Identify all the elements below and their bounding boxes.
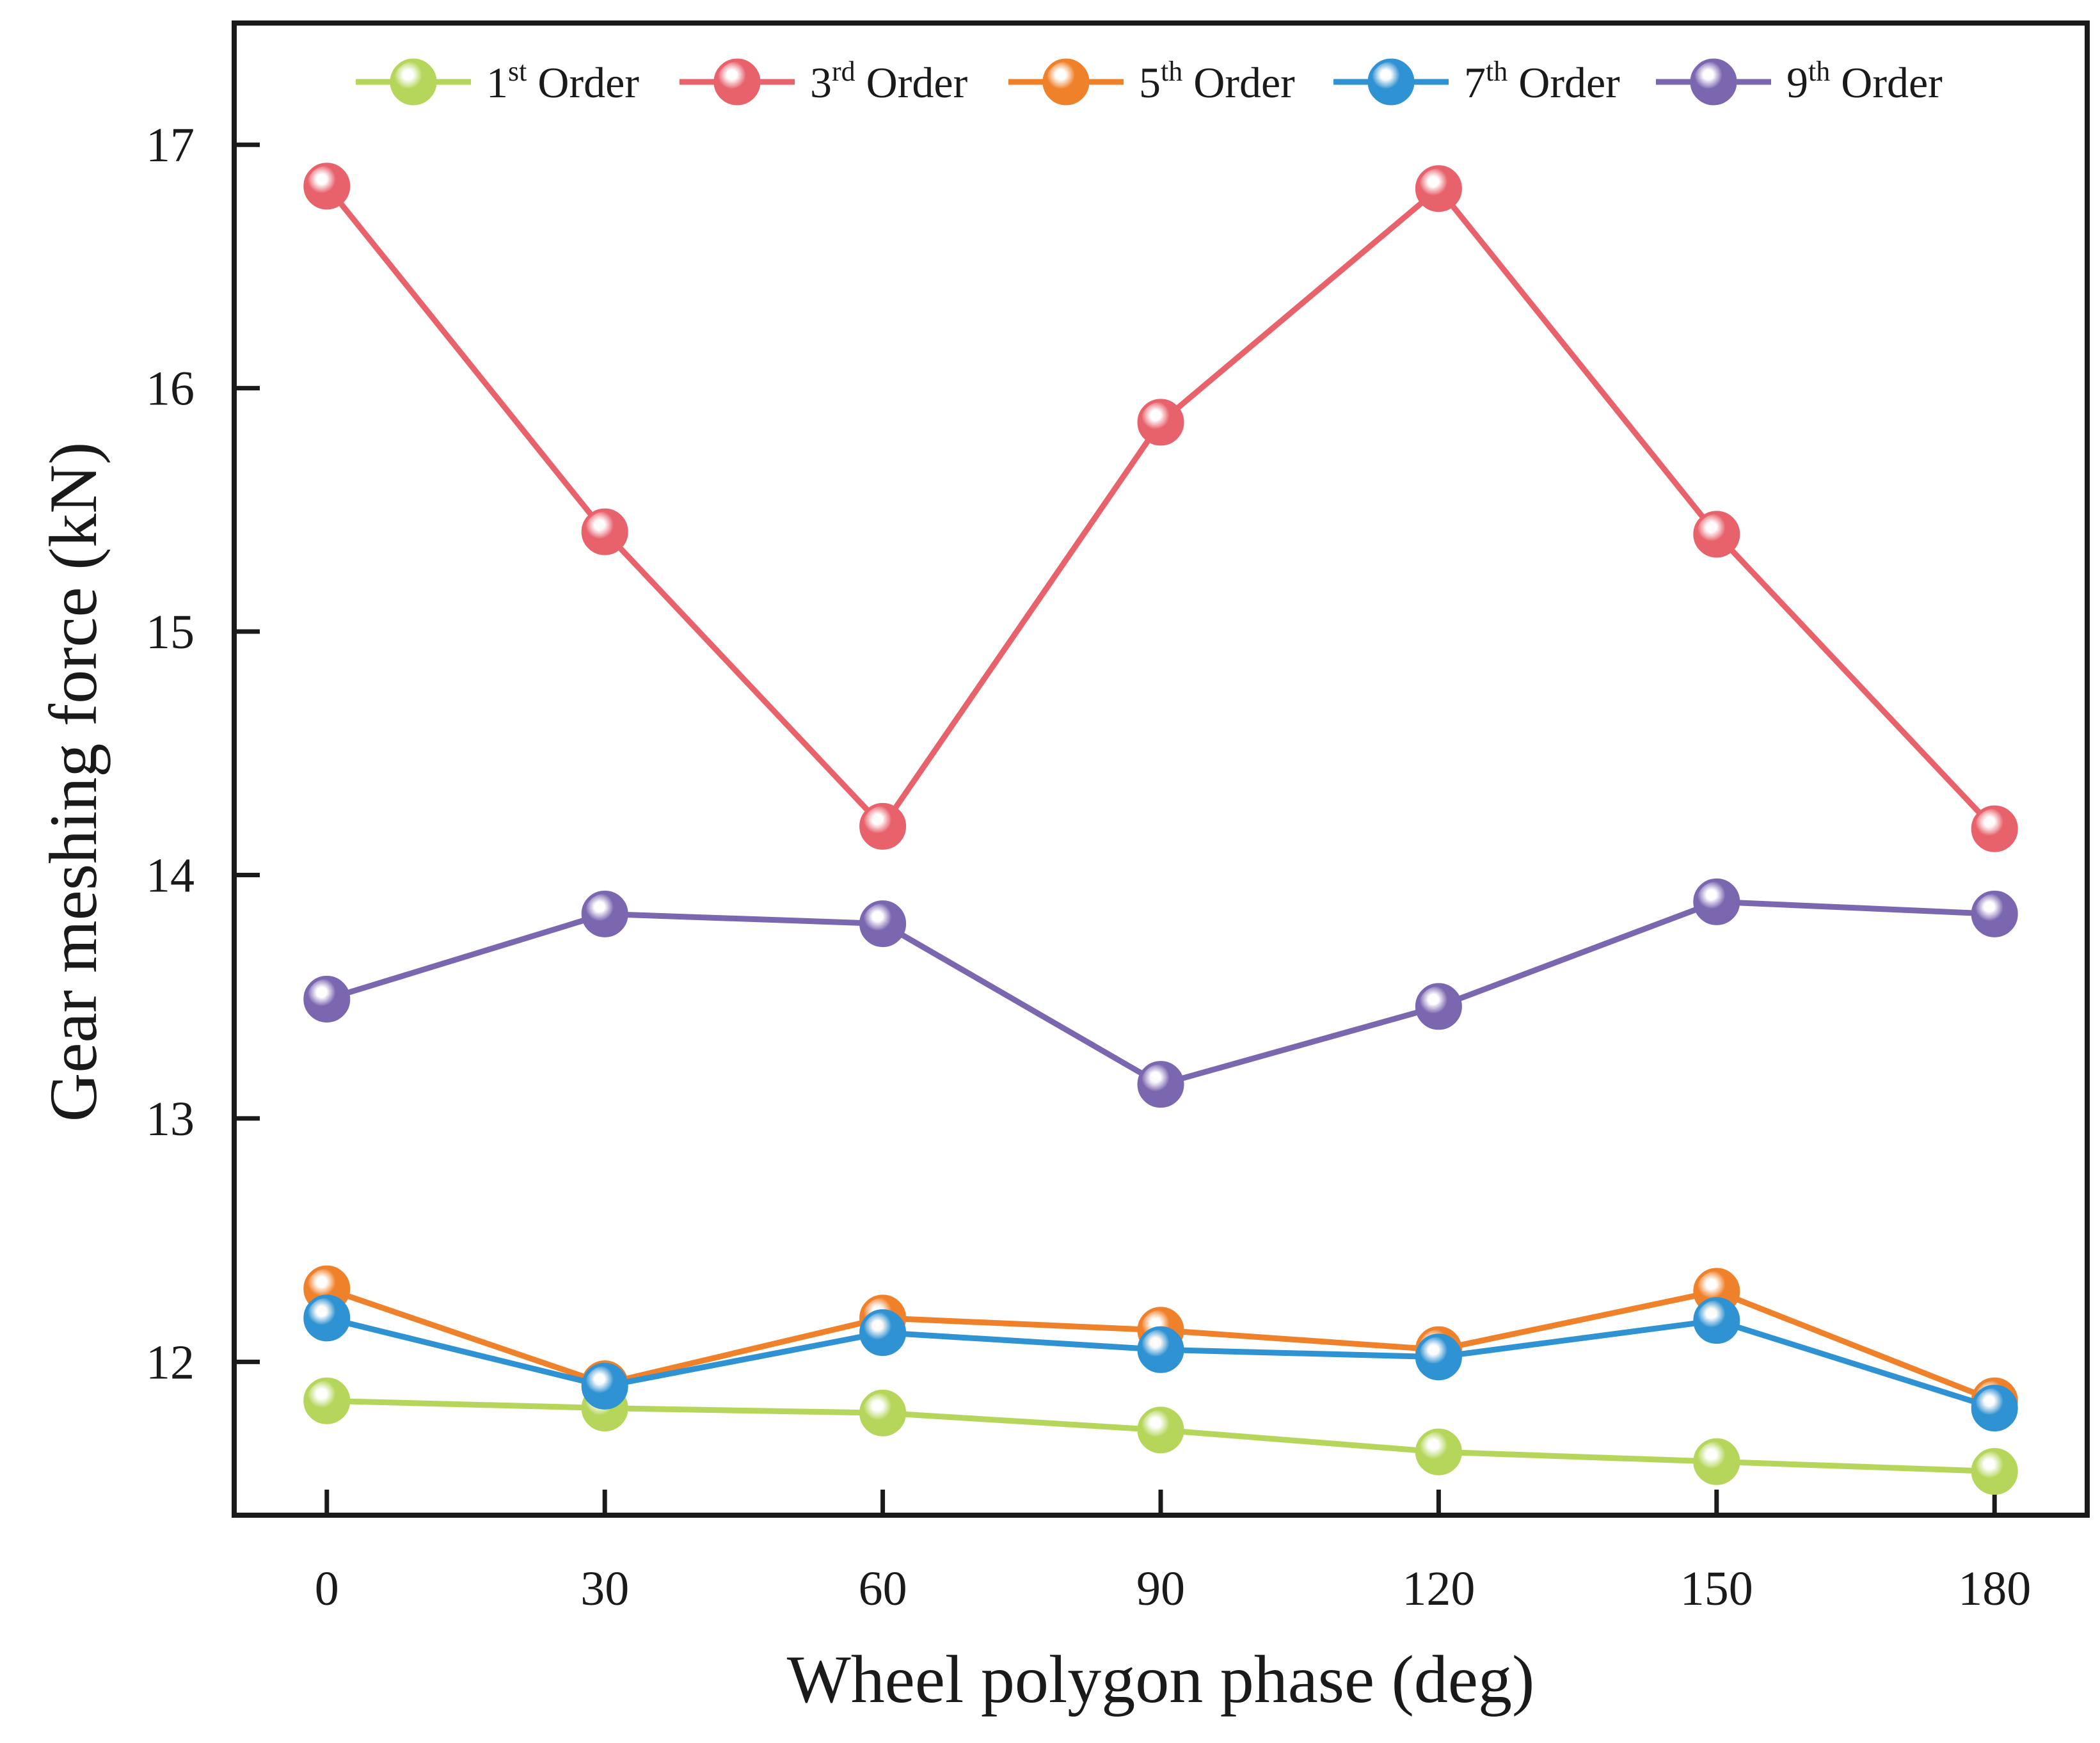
data-point — [581, 1362, 628, 1410]
legend-marker — [713, 58, 761, 106]
data-point — [859, 802, 907, 850]
data-point — [1415, 165, 1462, 212]
data-point — [1971, 1448, 2018, 1495]
data-point — [1693, 1438, 1740, 1485]
y-tick-label: 12 — [146, 1335, 195, 1389]
legend: 1st Order 3rd Order 5th Order 7th Order 9th … — [356, 56, 1943, 107]
plot-area — [232, 20, 2090, 1518]
legend-suffix: Order — [1507, 58, 1620, 107]
legend-marker — [1042, 58, 1090, 106]
legend-number: 3 — [810, 58, 832, 107]
y-axis-title: Gear meshing force (kN) — [36, 442, 111, 1122]
x-tick-label: 30 — [580, 1562, 629, 1616]
data-point — [303, 976, 351, 1023]
legend-label: 9th Order — [1786, 56, 1943, 107]
data-point — [1971, 805, 2018, 852]
legend-superscript: th — [1161, 56, 1182, 87]
legend-label: 5th Order — [1139, 56, 1295, 107]
plot-border — [232, 20, 2090, 1518]
data-point — [859, 1309, 907, 1357]
data-point — [1415, 1428, 1462, 1476]
legend-suffix: Order — [1830, 58, 1943, 107]
legend-superscript: th — [1808, 56, 1830, 87]
data-point — [1137, 1326, 1184, 1373]
data-point — [1693, 1297, 1740, 1344]
legend-marker — [1690, 58, 1737, 106]
legend-label: 3rd Order — [810, 56, 968, 107]
legend-number: 5 — [1139, 58, 1161, 107]
series-1 — [303, 1377, 2018, 1495]
legend-superscript: th — [1486, 56, 1507, 87]
data-point — [859, 1389, 907, 1437]
y-tick-label: 13 — [146, 1092, 195, 1146]
data-point — [1415, 983, 1462, 1030]
x-axis: 0 30 60 90 120 150 180 — [315, 1490, 2031, 1616]
series-layer — [303, 163, 2018, 1495]
data-point — [859, 900, 907, 948]
legend-marker — [390, 58, 437, 106]
x-tick-label: 90 — [1136, 1562, 1185, 1616]
series-7 — [303, 1294, 2018, 1432]
legend-label: 7th Order — [1464, 56, 1620, 107]
y-axis: 12 13 14 15 16 17 — [146, 118, 260, 1389]
x-tick-label: 120 — [1402, 1562, 1475, 1616]
data-point — [1971, 1385, 2018, 1432]
data-point — [1971, 890, 2018, 937]
data-point — [581, 508, 628, 555]
x-tick-label: 60 — [859, 1562, 907, 1616]
data-point — [1137, 1406, 1184, 1454]
y-tick-label: 14 — [146, 848, 195, 902]
data-point — [303, 1377, 351, 1424]
legend-item: 7th Order — [1333, 56, 1620, 107]
x-axis-title: Wheel polygon phase (deg) — [787, 1642, 1535, 1717]
legend-suffix: Order — [1182, 58, 1295, 107]
data-point — [1415, 1333, 1462, 1381]
data-point — [1137, 399, 1184, 446]
legend-superscript: rd — [832, 56, 855, 87]
data-point — [1693, 878, 1740, 925]
legend-marker — [1367, 58, 1415, 106]
legend-item: 9th Order — [1656, 56, 1943, 107]
x-tick-label: 150 — [1680, 1562, 1753, 1616]
x-tick-label: 180 — [1958, 1562, 2031, 1616]
legend-label: 1st Order — [486, 56, 639, 107]
legend-number: 7 — [1464, 58, 1486, 107]
legend-suffix: Order — [855, 58, 968, 107]
y-tick-label: 15 — [146, 605, 195, 659]
series-3 — [303, 163, 2018, 852]
x-tick-label: 0 — [315, 1562, 339, 1616]
legend-item: 3rd Order — [680, 56, 968, 107]
legend-superscript: st — [508, 56, 527, 87]
series-9 — [303, 878, 2018, 1108]
series-line — [324, 184, 1997, 831]
legend-item: 1st Order — [356, 56, 639, 107]
data-point — [581, 890, 628, 937]
series-line — [326, 898, 1995, 1088]
legend-item: 5th Order — [1008, 56, 1295, 107]
legend-number: 9 — [1786, 58, 1808, 107]
data-point — [1137, 1061, 1184, 1108]
y-tick-label: 16 — [146, 362, 195, 416]
y-tick-label: 17 — [146, 118, 195, 172]
data-point — [303, 1294, 351, 1342]
data-point — [303, 163, 351, 210]
legend-number: 1 — [486, 58, 508, 107]
legend-suffix: Order — [527, 58, 639, 107]
data-point — [1693, 511, 1740, 558]
